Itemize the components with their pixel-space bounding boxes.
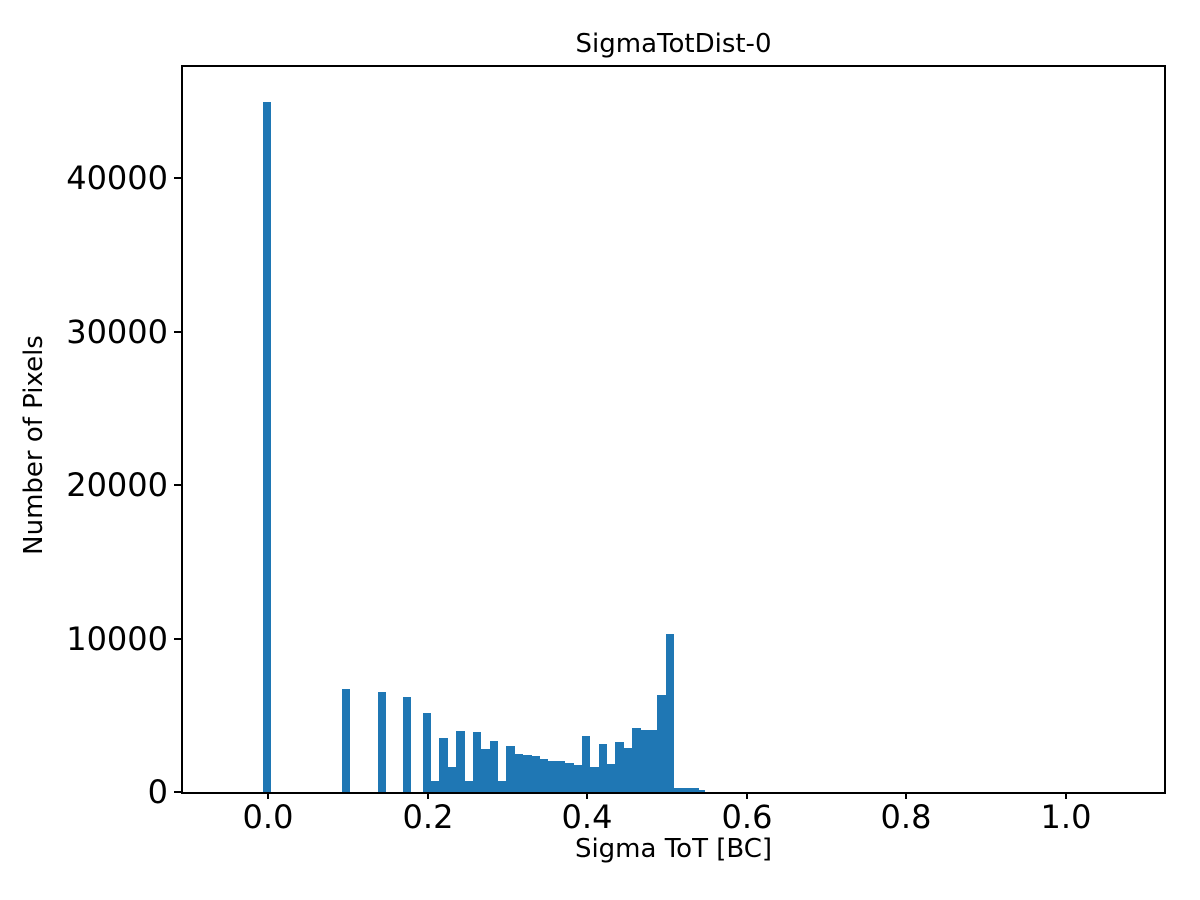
x-tick-mark [586,792,588,799]
x-tick-label: 0.2 [402,798,454,836]
histogram-bar [607,764,615,792]
y-tick-mark [174,177,181,179]
y-tick-label: 0 [147,773,168,811]
histogram-bar [439,738,448,792]
y-axis-label: Number of Pixels [19,335,49,555]
histogram-bar [498,781,506,792]
histogram-bar [582,736,590,792]
histogram-bar [691,788,699,792]
histogram-bar [590,767,599,792]
histogram-bar [565,763,574,792]
histogram-bar [574,765,582,792]
histogram-bar [431,781,439,792]
histogram-bar [523,755,532,792]
histogram-bar [649,730,657,792]
histogram-bar [682,788,691,792]
histogram-bar [263,102,271,792]
x-tick-mark [1065,792,1067,799]
x-tick-mark [905,792,907,799]
histogram-bar [624,748,632,792]
y-tick-mark [174,484,181,486]
histogram-bar [666,634,674,792]
x-tick-label: 0.8 [880,798,932,836]
histogram-bar [532,756,540,792]
x-tick-label: 0.6 [721,798,773,836]
histogram-bar [515,754,523,792]
histogram-bar [674,788,682,792]
histogram-bar [456,731,465,792]
x-tick-mark [427,792,429,799]
histogram-bar [632,728,641,792]
histogram-bar [615,742,624,792]
histogram-bar [506,746,515,792]
plot-area [181,65,1166,794]
histogram-bar [448,767,456,792]
histogram-bar [490,741,498,792]
x-tick-label: 1.0 [1040,798,1092,836]
x-tick-mark [746,792,748,799]
histogram-bar [540,759,548,792]
histogram-bar [657,695,666,792]
histogram-bar [548,761,557,792]
x-axis-label: Sigma ToT [BC] [574,834,773,864]
y-tick-mark [174,638,181,640]
histogram-bar [599,744,607,792]
x-tick-label: 0.0 [242,798,294,836]
chart-title: SigmaTotDist-0 [575,29,772,59]
histogram-bar [481,749,490,792]
histogram-bar [557,761,565,792]
histogram-bar [699,790,705,792]
histogram-bar [423,713,431,792]
y-tick-label: 20000 [66,466,168,504]
y-tick-label: 30000 [66,313,168,351]
histogram-bar [641,730,649,792]
y-tick-label: 40000 [66,159,168,197]
histogram-bar [473,732,481,792]
x-tick-label: 0.4 [561,798,613,836]
histogram-bar [378,692,386,792]
x-tick-mark [267,792,269,799]
y-tick-label: 10000 [66,620,168,658]
histogram-bar [465,781,473,792]
y-tick-mark [174,791,181,793]
y-tick-mark [174,331,181,333]
histogram-bar [403,697,411,792]
histogram-bar [342,689,350,792]
